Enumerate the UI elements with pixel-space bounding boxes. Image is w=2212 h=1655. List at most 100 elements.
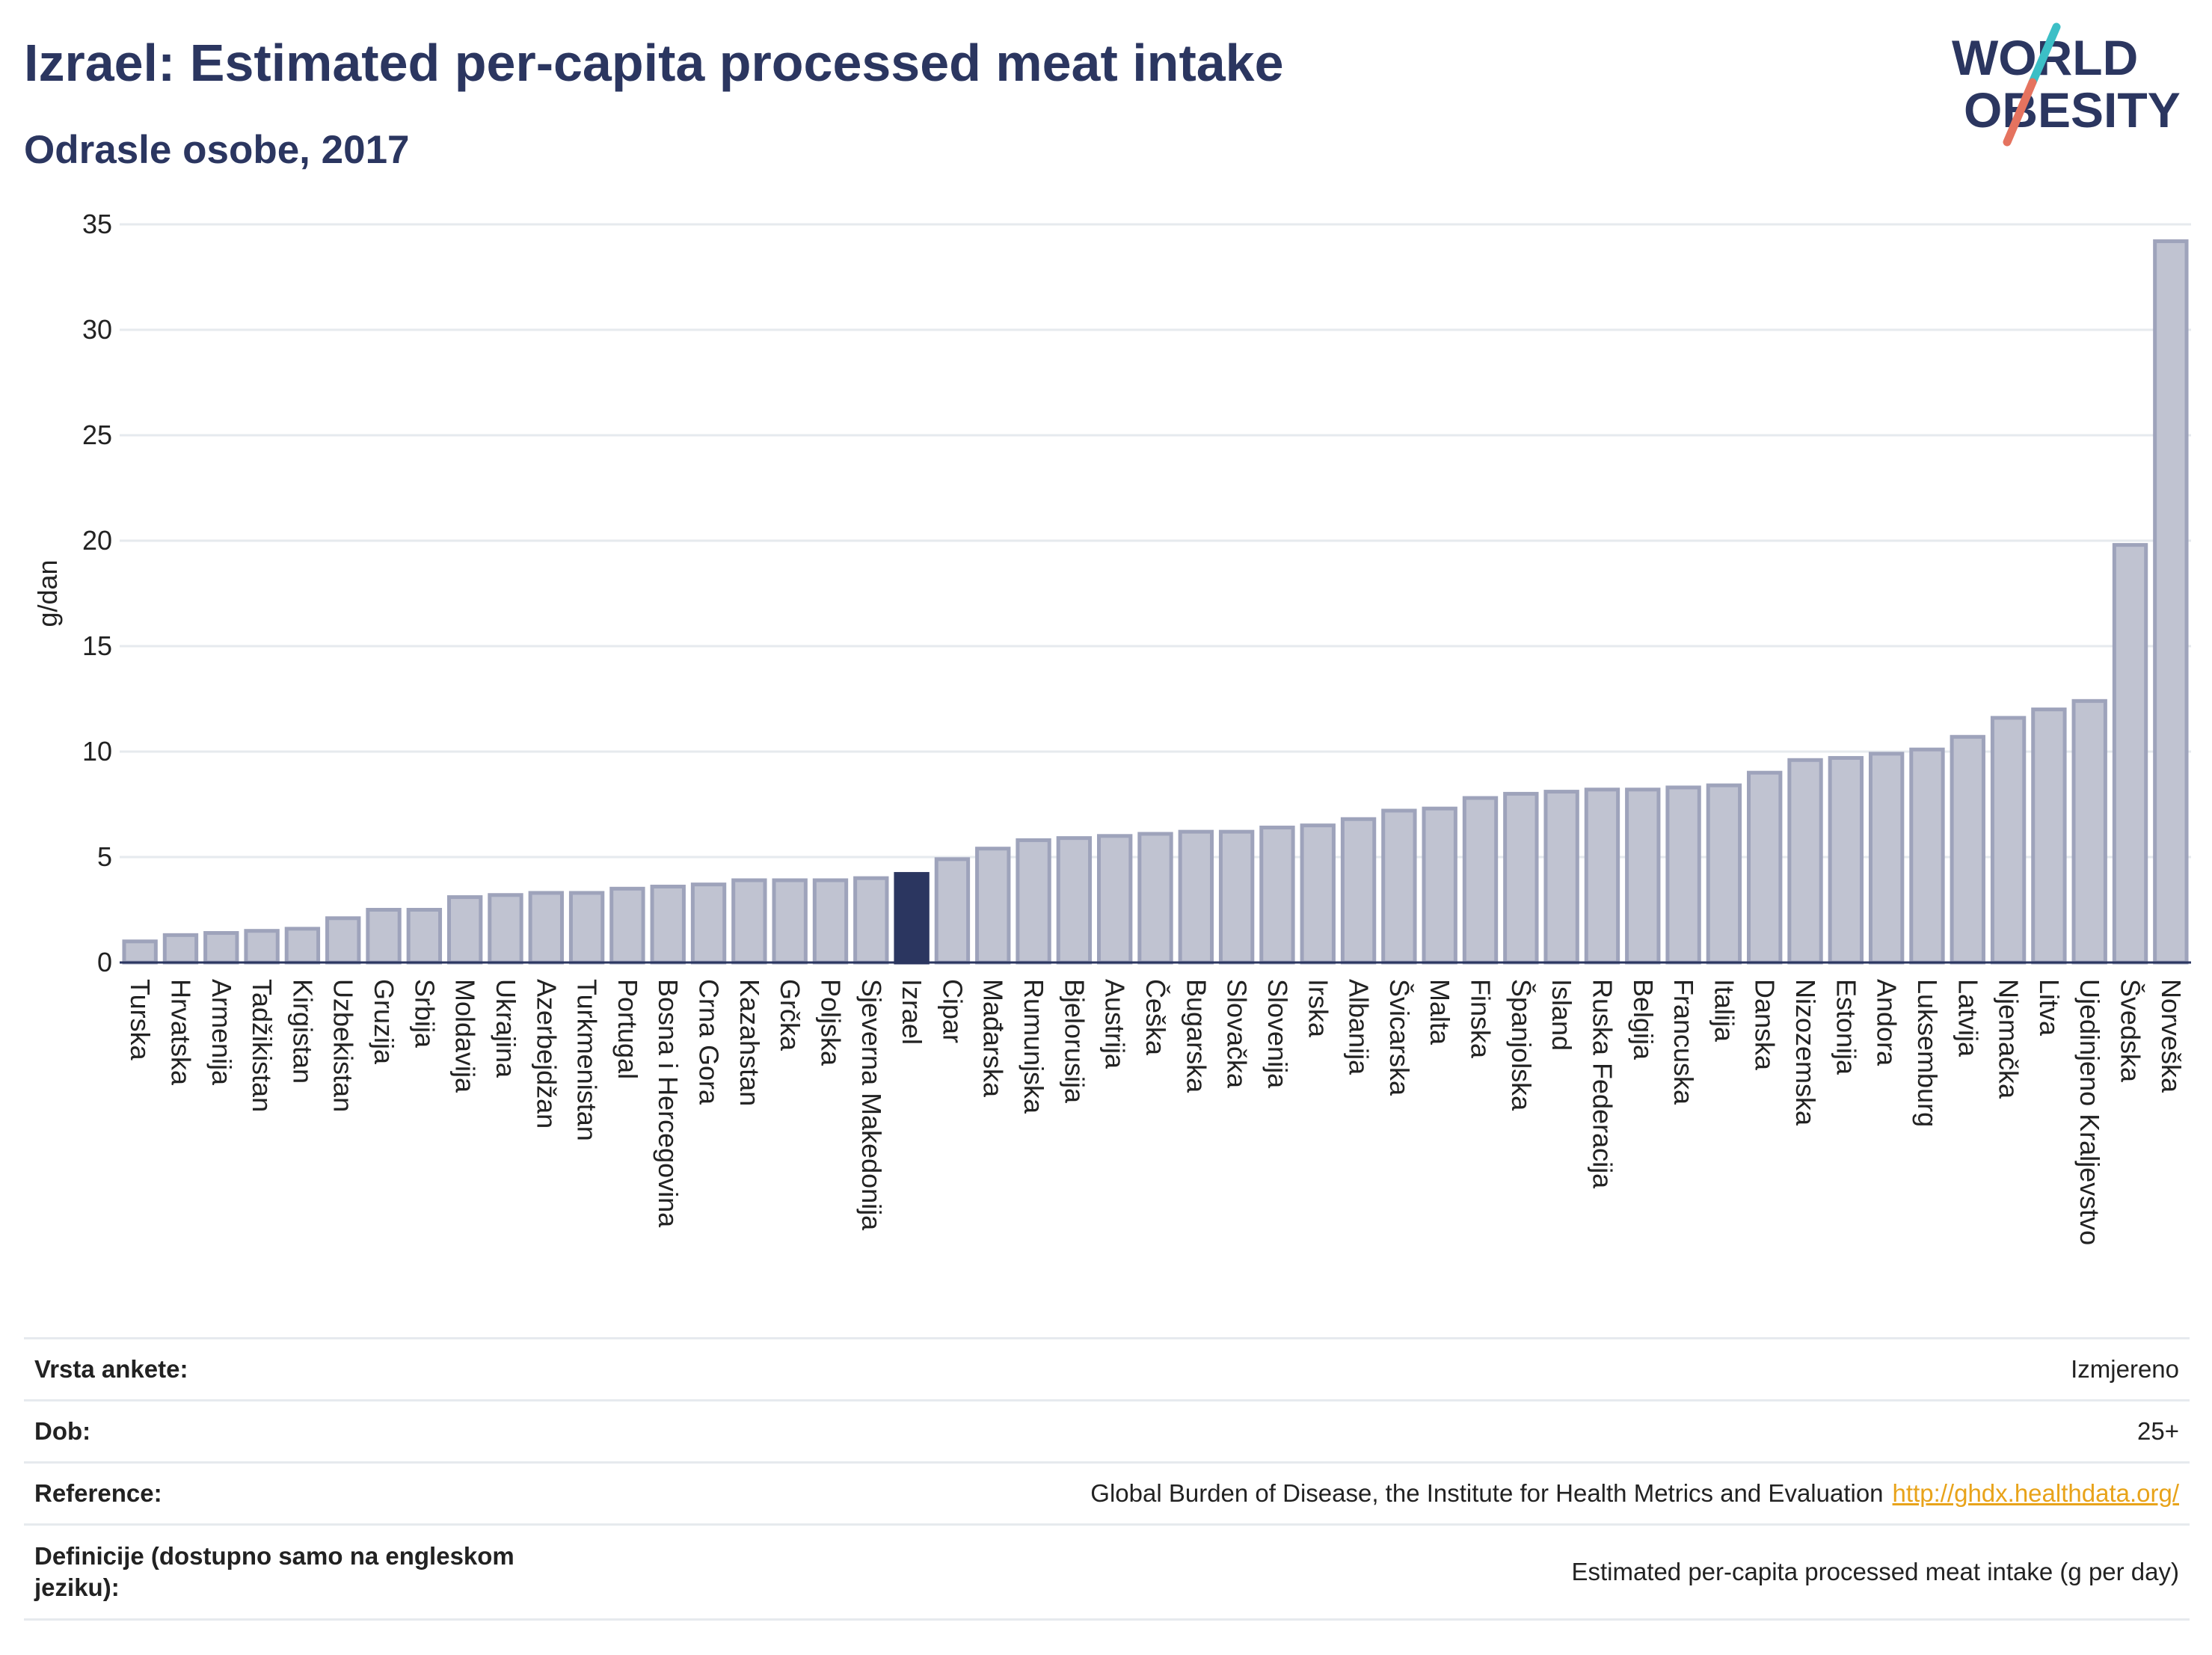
x-tick-label: Poljska xyxy=(815,979,846,1066)
y-tick-label: 15 xyxy=(82,630,112,661)
x-tick-label: Moldavija xyxy=(450,979,481,1093)
bar-cipar xyxy=(934,857,971,965)
bar-island xyxy=(1543,790,1579,965)
bar-italija xyxy=(1706,783,1742,965)
x-tick-label: Švedska xyxy=(2116,979,2146,1083)
bar-poljska xyxy=(812,878,849,965)
bar-izrael xyxy=(894,872,930,965)
bar-litva xyxy=(2031,707,2067,965)
bar-tadžikistan xyxy=(244,929,280,965)
logo-text-obesity: OBESITY xyxy=(1964,82,2181,138)
x-tick-label: Litva xyxy=(2034,979,2065,1037)
x-tick-label: Švicarska xyxy=(1384,979,1415,1096)
x-tick-label: Nizozemska xyxy=(1790,979,1821,1126)
x-tick-label: Francuska xyxy=(1668,979,1699,1105)
bars xyxy=(122,239,2189,965)
info-row-survey-type: Vrsta ankete: Izmjereno xyxy=(24,1337,2190,1399)
bar-belgija xyxy=(1625,787,1661,965)
bar-albanija xyxy=(1340,817,1377,965)
bar-finska xyxy=(1462,796,1499,965)
bar-norveška xyxy=(2153,239,2189,965)
info-label: Dob: xyxy=(34,1417,91,1445)
info-row-definitions: Definicije (dostupno samo na engleskom j… xyxy=(24,1523,2190,1621)
x-tick-label: Austrija xyxy=(1100,979,1131,1069)
bar-chart: 0 5 10 15 20 25 30 35 Turska Hrvatska Armenija Tad… xyxy=(32,209,2191,1245)
bar-rumunjska xyxy=(1016,838,1051,965)
x-tick-label: Estonija xyxy=(1831,979,1861,1075)
y-axis: 0 5 10 15 20 25 30 35 xyxy=(82,209,112,977)
reference-link[interactable]: http://ghdx.healthdata.org/ xyxy=(1892,1479,2179,1507)
x-tick-label: Luksemburg xyxy=(1912,979,1943,1127)
bar-češka xyxy=(1137,832,1173,965)
bar-bosna-i-hercegovina xyxy=(650,884,686,965)
x-tick-label: Ujedinjeno Kraljevstvo xyxy=(2074,979,2105,1245)
bar-slovačka xyxy=(1218,829,1255,965)
bar-slovenija xyxy=(1259,826,1295,965)
bar-ukrajina xyxy=(488,893,523,965)
x-tick-label: Malta xyxy=(1425,979,1455,1045)
x-axis: Turska Hrvatska Armenija Tadžikistan Kirgist… xyxy=(125,979,2187,1245)
bar-turska xyxy=(122,939,158,965)
x-tick-label: Turska xyxy=(125,979,156,1061)
y-tick-label: 30 xyxy=(82,314,112,345)
bar-ujedinjeno-kraljevstvo xyxy=(2071,698,2107,965)
bar-azerbejdžan xyxy=(528,891,564,965)
info-label: Reference: xyxy=(34,1479,162,1507)
info-value: Estimated per-capita processed meat inta… xyxy=(1571,1558,2179,1585)
bar-andora xyxy=(1868,752,1905,965)
bar-španjolska xyxy=(1503,791,1539,965)
info-label: Definicije (dostupno samo na engleskom j… xyxy=(34,1542,514,1601)
x-tick-label: Rumunjska xyxy=(1019,979,1049,1114)
x-tick-label: Italija xyxy=(1709,979,1739,1043)
bar-portugal xyxy=(609,886,645,965)
x-tick-label: Tadžikistan xyxy=(247,979,277,1112)
bar-malta xyxy=(1422,806,1457,965)
logo-slash-teal xyxy=(2028,22,2061,87)
x-tick-label: Uzbekistan xyxy=(328,979,359,1112)
y-tick-label: 10 xyxy=(82,736,112,767)
x-tick-label: Portugal xyxy=(612,979,643,1079)
x-tick-label: Hrvatska xyxy=(165,979,196,1086)
bar-crna-gora xyxy=(690,882,727,965)
y-tick-label: 20 xyxy=(82,525,112,556)
x-tick-label: Island xyxy=(1546,979,1577,1051)
info-label: Vrsta ankete: xyxy=(34,1355,188,1383)
x-tick-label: Mađarska xyxy=(978,979,1009,1098)
logo-slash-red xyxy=(2003,78,2037,147)
x-tick-label: Danska xyxy=(1750,979,1781,1071)
x-tick-label: Sjeverna Makedonija xyxy=(856,979,887,1231)
bar-latvija xyxy=(1950,734,1985,965)
bar-grčka xyxy=(772,878,808,965)
bar-hrvatska xyxy=(162,933,199,965)
x-tick-label: Latvija xyxy=(1953,979,1983,1057)
x-tick-label: Ukrajina xyxy=(491,979,521,1078)
x-tick-label: Irska xyxy=(1303,979,1333,1038)
bar-bjelorusija xyxy=(1056,836,1093,965)
x-tick-label: Kirgistan xyxy=(287,979,318,1084)
x-tick-label: Belgija xyxy=(1628,979,1659,1060)
world-obesity-logo[interactable]: WORLD OBESITY xyxy=(1944,22,2199,165)
info-value: 25+ xyxy=(2137,1417,2179,1445)
bar-estonija xyxy=(1828,755,1864,965)
x-tick-label: Albanija xyxy=(1344,979,1374,1075)
x-tick-label: Finska xyxy=(1466,979,1496,1059)
bar-armenija xyxy=(203,931,239,965)
bar-kazahstan xyxy=(731,878,767,965)
x-tick-label: Španjolska xyxy=(1506,979,1537,1111)
x-tick-label: Njemačka xyxy=(1994,979,2024,1099)
bar-švicarska xyxy=(1381,808,1417,965)
bar-mađarska xyxy=(975,847,1011,965)
x-tick-label: Slovačka xyxy=(1222,979,1253,1089)
x-tick-label: Grčka xyxy=(775,979,805,1051)
bar-austrija xyxy=(1097,834,1133,965)
bar-danska xyxy=(1747,770,1783,965)
chart-subtitle: Odrasle osobe, 2017 xyxy=(24,128,410,172)
info-value: Izmjereno xyxy=(2071,1355,2179,1383)
y-tick-label: 35 xyxy=(82,209,112,239)
x-tick-label: Češka xyxy=(1140,979,1171,1056)
bar-bugarska xyxy=(1178,829,1214,965)
bar-francuska xyxy=(1665,785,1701,965)
y-tick-label: 25 xyxy=(82,420,112,450)
x-tick-label: Slovenija xyxy=(1262,979,1293,1089)
x-tick-label: Crna Gora xyxy=(694,979,725,1105)
